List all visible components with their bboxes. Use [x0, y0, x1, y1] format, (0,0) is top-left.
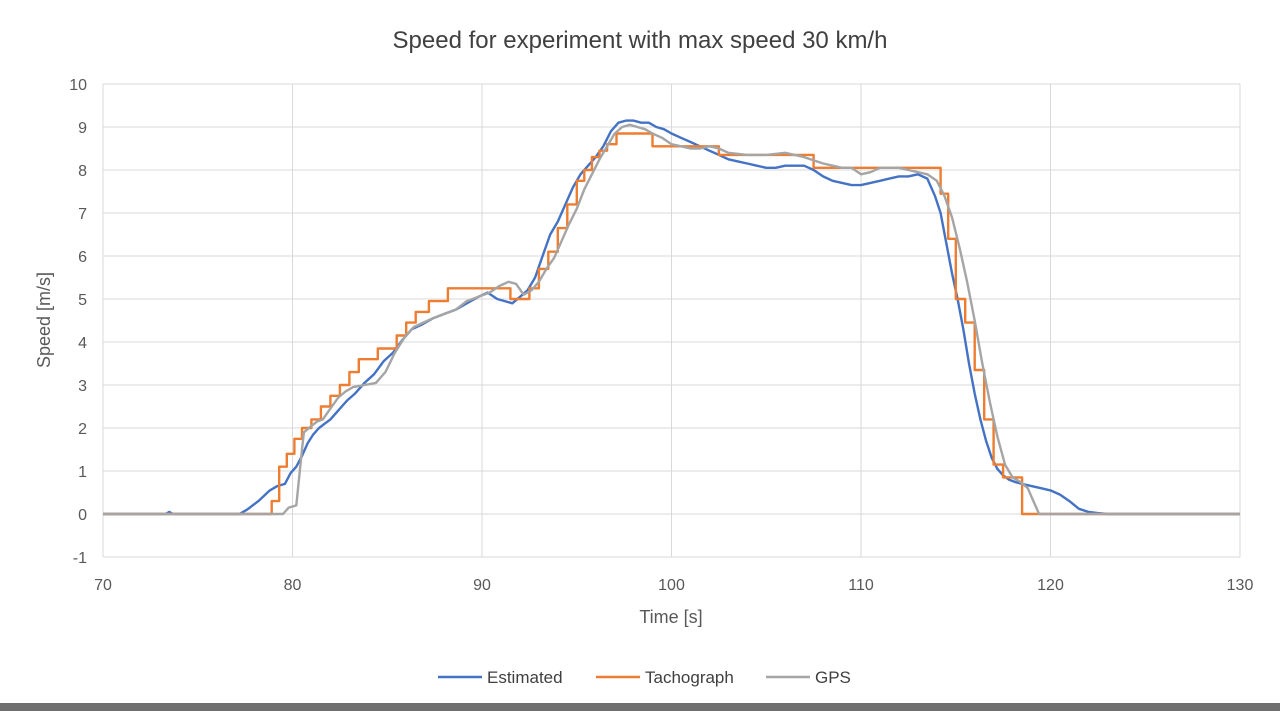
y-tick-label: 9: [78, 120, 87, 137]
bottom-border-bar: [0, 703, 1280, 711]
gridlines: [102, 83, 1241, 558]
x-tick-label: 90: [473, 577, 491, 594]
y-tick-label: 2: [78, 421, 87, 438]
y-tick-label: 7: [78, 206, 87, 223]
x-tick-label: 80: [284, 577, 302, 594]
series-line-tachograph: [103, 132, 1240, 516]
y-tick-label: 5: [78, 292, 87, 309]
x-axis-label: Time [s]: [639, 607, 702, 627]
y-axis-label: Speed [m/s]: [34, 272, 54, 368]
tick-labels: -1 0 1 2 3 4 5 6 7 8 9 10 70 80 90 100 110 120 130: [69, 77, 1253, 594]
x-tick-label: 100: [658, 577, 685, 594]
x-tick-label: 110: [848, 577, 874, 594]
legend-label-gps: GPS: [815, 668, 851, 687]
x-tick-label: 70: [94, 577, 112, 594]
chart-title: Speed for experiment with max speed 30 k…: [393, 27, 888, 54]
x-tick-label: 130: [1227, 577, 1254, 594]
legend: Estimated Tachograph GPS: [438, 668, 851, 687]
y-tick-label: 6: [78, 249, 87, 266]
series-line-estimated: [103, 119, 1240, 516]
y-tick-label: -1: [73, 550, 87, 567]
series-lines: [103, 119, 1240, 516]
legend-label-tachograph: Tachograph: [645, 668, 734, 687]
x-tick-label: 120: [1037, 577, 1064, 594]
y-tick-label: 10: [69, 77, 87, 94]
y-tick-label: 8: [78, 163, 87, 180]
y-tick-label: 0: [78, 507, 87, 524]
legend-label-estimated: Estimated: [487, 668, 563, 687]
y-tick-label: 3: [78, 378, 87, 395]
series-line-gps: [103, 123, 1240, 516]
y-tick-label: 4: [78, 335, 87, 352]
y-tick-label: 1: [78, 464, 87, 481]
